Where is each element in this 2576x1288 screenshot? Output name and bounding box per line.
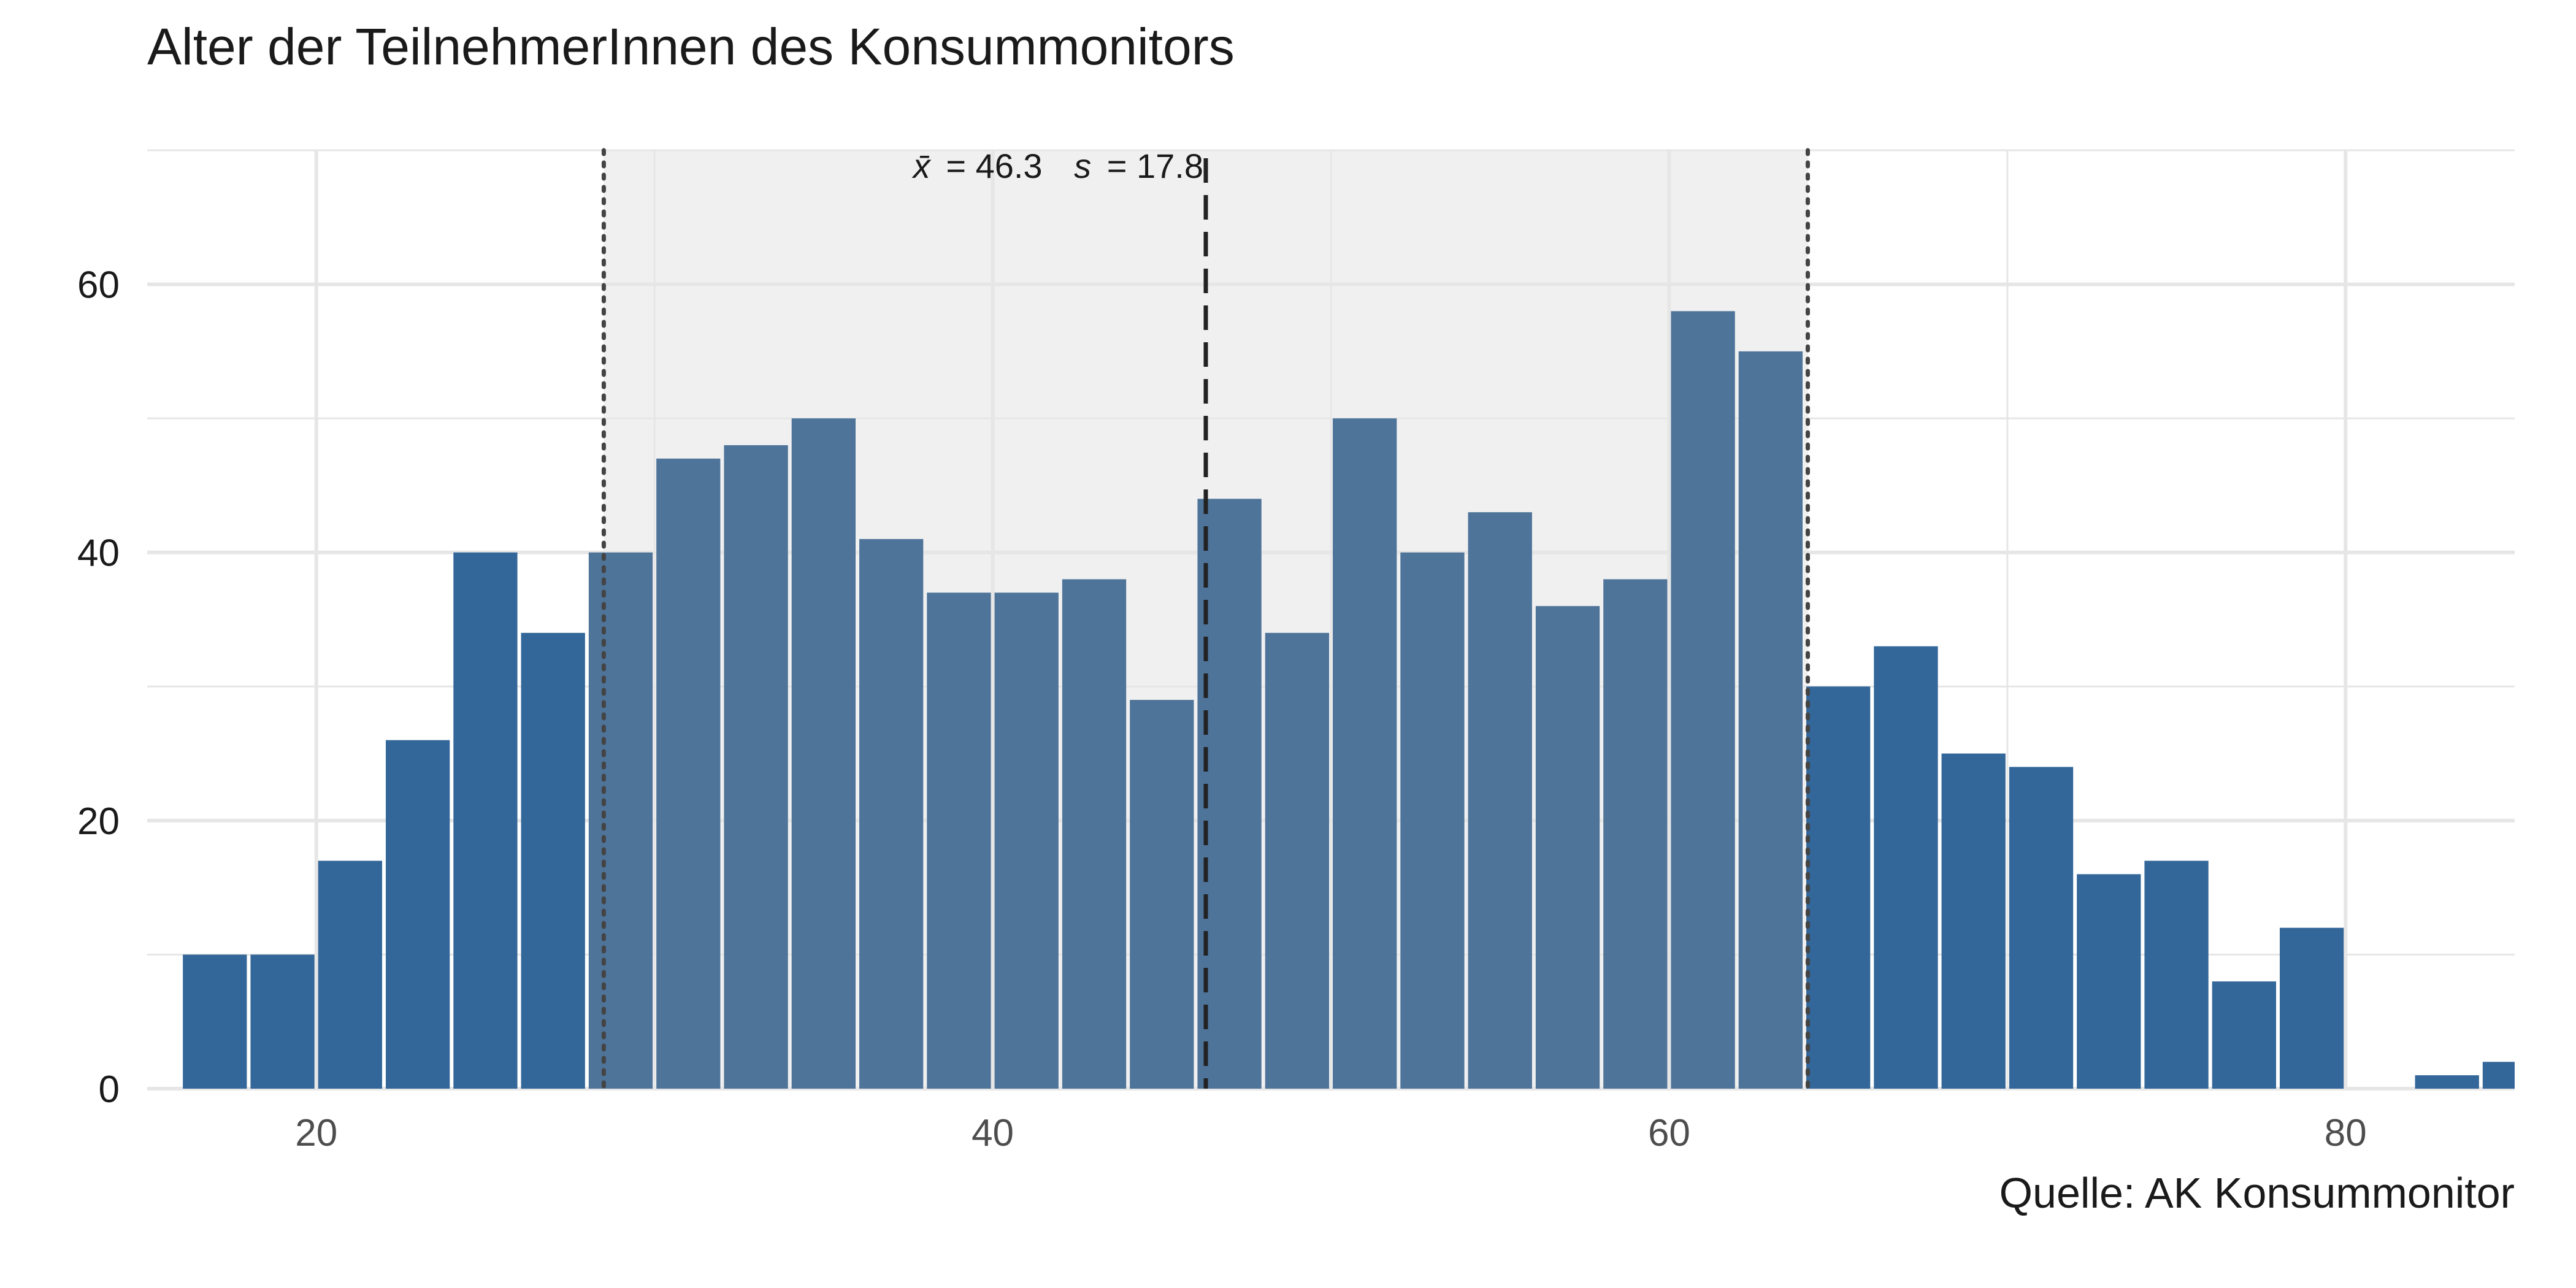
- histogram-bar: [1333, 418, 1397, 1089]
- histogram-bar: [994, 592, 1059, 1089]
- histogram-bar: [453, 552, 518, 1089]
- sd-symbol: s: [1074, 147, 1091, 185]
- histogram-bar: [927, 592, 991, 1089]
- histogram-bar: [1941, 753, 2006, 1089]
- x-tick-label: 60: [1648, 1112, 1690, 1154]
- histogram-bar: [521, 632, 585, 1089]
- histogram-bar: [1535, 606, 1600, 1089]
- histogram-bar: [1603, 579, 1668, 1089]
- sd-value-text: = 17.8: [1107, 147, 1203, 185]
- histogram-bar: [386, 740, 450, 1089]
- histogram-bar: [1468, 512, 1532, 1089]
- histogram-bar: [1874, 646, 1938, 1089]
- histogram-bar: [2144, 861, 2209, 1089]
- histogram-bar: [791, 418, 856, 1089]
- histogram-bar: [1062, 579, 1127, 1089]
- reference-lines-layer: [601, 148, 1811, 1091]
- mean-sd-annotation: x̄ = 46.3 s = 17.8: [911, 147, 1203, 185]
- histogram-bar: [2415, 1075, 2479, 1089]
- histogram-bar: [2077, 874, 2141, 1089]
- mean-value-text: = 46.3: [946, 147, 1042, 185]
- y-tick-label: 40: [77, 532, 120, 575]
- histogram-bar: [1265, 632, 1329, 1089]
- bars-layer: [183, 311, 2515, 1089]
- histogram-bar: [1806, 686, 1871, 1089]
- histogram-bar: [250, 954, 315, 1089]
- x-tick-label: 20: [295, 1112, 337, 1154]
- histogram-bar: [183, 954, 247, 1089]
- histogram-bar: [859, 539, 924, 1089]
- histogram-bar: [2280, 927, 2344, 1089]
- y-tick-label: 20: [77, 800, 120, 843]
- chart-title: Alter der TeilnehmerInnen des Konsummoni…: [147, 18, 1235, 75]
- histogram-bar: [1197, 499, 1262, 1089]
- histogram-bar: [724, 445, 788, 1089]
- histogram-bar: [656, 458, 721, 1089]
- histogram-bar: [1671, 311, 1735, 1089]
- chart-caption: Quelle: AK Konsummonitor: [1999, 1169, 2515, 1217]
- histogram-bar: [2212, 981, 2276, 1089]
- histogram-bar: [1400, 552, 1465, 1089]
- histogram-bar: [2482, 1062, 2515, 1089]
- x-tick-label: 40: [972, 1112, 1014, 1154]
- histogram-bar: [588, 552, 653, 1089]
- x-tick-label: 80: [2325, 1112, 2367, 1154]
- y-tick-label: 60: [77, 264, 120, 307]
- mean-symbol: x̄: [911, 147, 932, 185]
- histogram-bar: [1738, 351, 1803, 1089]
- y-tick-label: 0: [99, 1068, 120, 1111]
- histogram-bar: [2009, 767, 2074, 1089]
- axis-labels-layer: 0 20 40 60 20 40 60 80: [77, 264, 2367, 1154]
- histogram-bar: [318, 861, 382, 1089]
- histogram-bar: [1130, 700, 1194, 1089]
